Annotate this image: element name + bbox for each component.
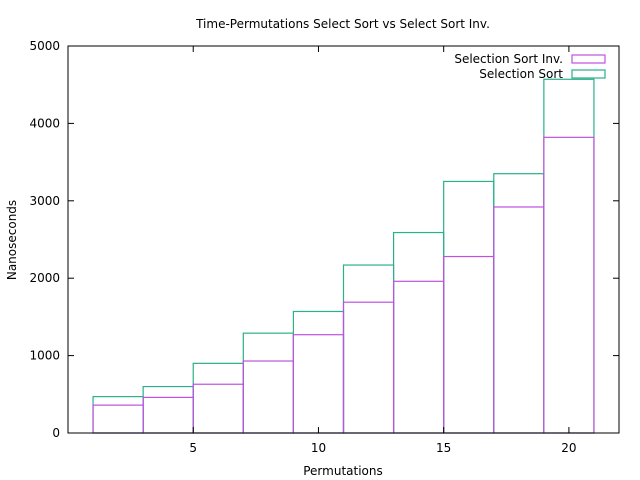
bar-selection-sort-14 (392, 231, 445, 434)
bar-selection-sort-inv-20 (543, 136, 595, 434)
chart-title: Time-Permutations Select Sort vs Select … (195, 17, 490, 31)
x-tick-label: 5 (189, 441, 197, 455)
bar-selection-sort-10 (292, 310, 345, 434)
bar-selection-sort-16 (443, 180, 495, 434)
legend-label: Selection Sort (479, 67, 563, 81)
bars-group (92, 78, 595, 434)
plot-frame (67, 45, 620, 434)
bar-selection-sort-inv-16 (443, 255, 495, 434)
bar-selection-sort-12 (342, 264, 395, 434)
y-tick-label: 0 (52, 426, 60, 440)
y-tick-label: 5000 (29, 39, 60, 53)
x-tick-label: 20 (561, 441, 576, 455)
bar-selection-sort-inv-12 (342, 301, 395, 434)
bar-selection-sort-18 (493, 173, 545, 434)
x-axis-label: Permutations (303, 464, 383, 478)
x-tick-label: 15 (436, 441, 451, 455)
y-tick-label: 3000 (29, 194, 60, 208)
legend: Selection Sort Inv.Selection Sort (454, 52, 606, 81)
legend-swatch (571, 69, 606, 79)
y-axis-label: Nanoseconds (5, 200, 19, 280)
y-tick-label: 1000 (29, 349, 60, 363)
bar-selection-sort-inv-2 (92, 404, 144, 434)
bar-selection-sort-inv-14 (392, 280, 445, 434)
bar-selection-sort-inv-4 (142, 396, 194, 434)
bar-selection-sort-2 (92, 396, 144, 434)
bar-selection-sort-inv-18 (493, 206, 545, 434)
axes-group: 0 1000 2000 3000 4000 5000 5 10 15 20 (29, 39, 620, 455)
bar-selection-sort-inv-8 (242, 360, 295, 434)
bar-selection-sort-20 (543, 78, 595, 434)
legend-label: Selection Sort Inv. (454, 52, 563, 66)
legend-swatch (571, 54, 606, 64)
bar-selection-sort-8 (242, 332, 295, 434)
y-tick-label: 2000 (29, 271, 60, 285)
bar-selection-sort-inv-6 (192, 383, 244, 434)
bar-selection-sort-inv-10 (292, 334, 345, 434)
y-tick-label: 4000 (29, 116, 60, 130)
bar-selection-sort-6 (192, 362, 244, 434)
x-tick-label: 10 (311, 441, 326, 455)
bar-selection-sort-4 (142, 385, 194, 434)
